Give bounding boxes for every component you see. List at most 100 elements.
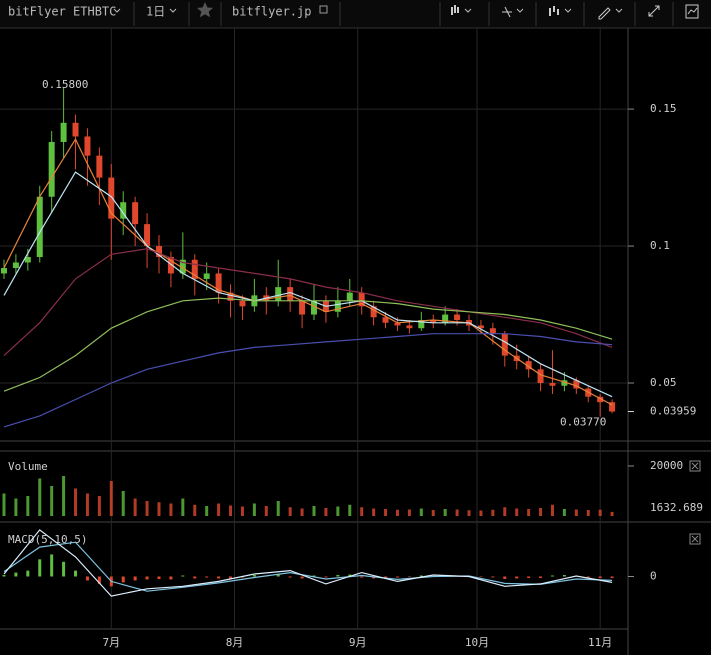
candle-body [442,314,449,323]
macd-histogram-bar [145,576,149,580]
candle-body [215,273,222,293]
volume-bar [181,498,185,516]
candle-body [597,396,604,403]
candle-body [239,300,246,307]
volume-bar [240,506,244,516]
volume-bar [62,476,66,516]
x-tick-label: 7月 [102,636,120,649]
candle-body [477,325,484,329]
volume-bar [384,509,388,516]
volume-legend: Volume [8,460,48,473]
last-volume-label: 1632.689 [650,501,703,514]
moving-average [3,248,613,357]
symbol[interactable]: bitFlyer ETHBTC [8,5,116,19]
candle-body [609,402,616,412]
volume-bar [419,508,423,516]
candle-body [72,122,79,137]
close-pane-button[interactable] [689,533,701,545]
candle-body [430,320,437,323]
macd-histogram-bar [85,576,89,581]
favorite-star[interactable] [196,2,213,18]
chevron [113,8,121,13]
candle-body [537,369,544,384]
y-tick-label: 0.15 [650,102,677,115]
candle-body [489,328,496,334]
close-icon [691,535,699,543]
candle-body [96,155,103,178]
candle-body [454,314,461,321]
volume-bar [264,506,268,516]
macd-histogram-bar [74,570,78,577]
volume-bar [598,509,602,516]
snapshot-button[interactable] [685,4,699,19]
candle-body [179,259,186,274]
moving-average [3,333,613,428]
candle-body [167,257,174,274]
candle-body [382,317,389,323]
candle-body [311,300,317,315]
macd-histogram-bar [97,576,101,584]
volume-bar [109,481,113,516]
candle-body [501,333,508,356]
moving-average [3,297,613,392]
draw-button[interactable] [598,7,611,20]
link-icon [319,5,328,14]
y-tick-label: 20000 [650,459,683,472]
source-link[interactable]: bitflyer.jp [232,5,311,19]
volume-bar [324,508,328,516]
candle-body [12,262,19,268]
volume-bar [169,503,173,516]
volume-bar [586,510,590,516]
macd-histogram-bar [598,576,602,578]
volume-bar [276,501,280,516]
candle-body [525,361,532,370]
macd-histogram-bar [586,576,590,578]
macd-histogram-bar [491,576,495,578]
candle-body [561,380,568,386]
macd-histogram-bar [550,575,554,577]
fullscreen-button[interactable] [648,5,660,17]
volume-bar [455,509,459,516]
macd-histogram-bar [395,576,399,578]
volume-bar [205,506,209,516]
macd-histogram-bar [419,575,423,577]
candle-body [120,202,127,219]
interval[interactable]: 1日 [146,5,165,19]
macd-histogram-bar [252,575,256,577]
compare-button[interactable] [549,6,559,16]
macd-histogram-bar [121,576,125,583]
volume-bar [479,510,483,516]
volume-bar [14,498,18,516]
indicator-button[interactable] [502,6,512,18]
volume-bar [515,508,519,516]
macd-histogram-bar [133,576,137,581]
macd-histogram-bar [193,576,197,579]
macd-line [3,529,613,597]
volume-bar [157,502,161,516]
y-tick-label: 0.05 [650,376,677,389]
volume-bar [50,486,54,516]
chevron [464,8,472,13]
volume-bar [372,508,376,516]
volume-bar [133,498,137,516]
candle-body [60,122,67,142]
chevron [516,8,524,13]
macd-histogram-bar [384,576,388,578]
toolbar [0,0,711,28]
macd-histogram-bar [217,576,221,579]
volume-bar [85,493,89,516]
macd-histogram-bar [2,575,6,577]
candle-body [36,196,43,258]
volume-bar [431,510,435,516]
x-tick-label: 9月 [349,636,367,649]
macd-histogram-bar [181,575,185,577]
macd-histogram-bar [50,554,54,577]
macd-histogram-bar [539,576,543,578]
chevron [169,8,177,13]
candle-body [394,322,401,326]
moving-average [3,171,613,398]
macd-histogram-bar [26,570,30,577]
close-pane-button[interactable] [689,460,701,472]
chart-type-button[interactable] [451,5,459,15]
volume-bar [539,508,543,516]
